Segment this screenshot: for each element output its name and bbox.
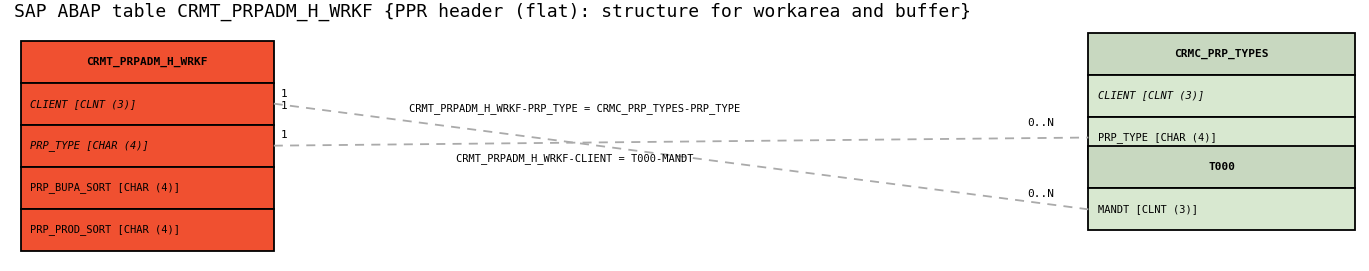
Bar	[21, 167, 274, 209]
Text: CLIENT [CLNT (3)]: CLIENT [CLNT (3)]	[1098, 91, 1205, 101]
Bar	[21, 209, 274, 251]
Text: PRP_BUPA_SORT [CHAR (4)]: PRP_BUPA_SORT [CHAR (4)]	[30, 182, 181, 193]
Bar	[21, 83, 274, 125]
Text: 1: 1	[281, 89, 287, 99]
Text: CLIENT [CLNT (3)]: CLIENT [CLNT (3)]	[30, 99, 137, 109]
Text: 0..N: 0..N	[1027, 118, 1054, 128]
Bar	[21, 125, 274, 167]
Text: 1: 1	[281, 130, 287, 140]
Text: PRP_TYPE [CHAR (4)]: PRP_TYPE [CHAR (4)]	[30, 140, 149, 151]
Text: MANDT [CLNT (3)]: MANDT [CLNT (3)]	[1098, 204, 1198, 214]
Text: T000: T000	[1209, 162, 1235, 172]
Text: 1: 1	[281, 101, 287, 111]
Bar	[1088, 75, 1355, 117]
Bar	[1088, 188, 1355, 230]
Bar	[21, 41, 274, 83]
Text: PRP_TYPE [CHAR (4)]: PRP_TYPE [CHAR (4)]	[1098, 132, 1217, 143]
Text: CRMC_PRP_TYPES: CRMC_PRP_TYPES	[1175, 49, 1269, 59]
Text: CRMT_PRPADM_H_WRKF-CLIENT = T000-MANDT: CRMT_PRPADM_H_WRKF-CLIENT = T000-MANDT	[456, 153, 694, 164]
Bar	[1088, 33, 1355, 75]
Text: CRMT_PRPADM_H_WRKF: CRMT_PRPADM_H_WRKF	[86, 57, 208, 67]
Text: CRMT_PRPADM_H_WRKF-PRP_TYPE = CRMC_PRP_TYPES-PRP_TYPE: CRMT_PRPADM_H_WRKF-PRP_TYPE = CRMC_PRP_T…	[409, 103, 741, 114]
Bar	[1088, 117, 1355, 159]
Text: 0..N: 0..N	[1027, 189, 1054, 199]
Text: SAP ABAP table CRMT_PRPADM_H_WRKF {PPR header (flat): structure for workarea and: SAP ABAP table CRMT_PRPADM_H_WRKF {PPR h…	[14, 3, 971, 21]
Bar	[1088, 146, 1355, 188]
Text: PRP_PROD_SORT [CHAR (4)]: PRP_PROD_SORT [CHAR (4)]	[30, 224, 181, 235]
